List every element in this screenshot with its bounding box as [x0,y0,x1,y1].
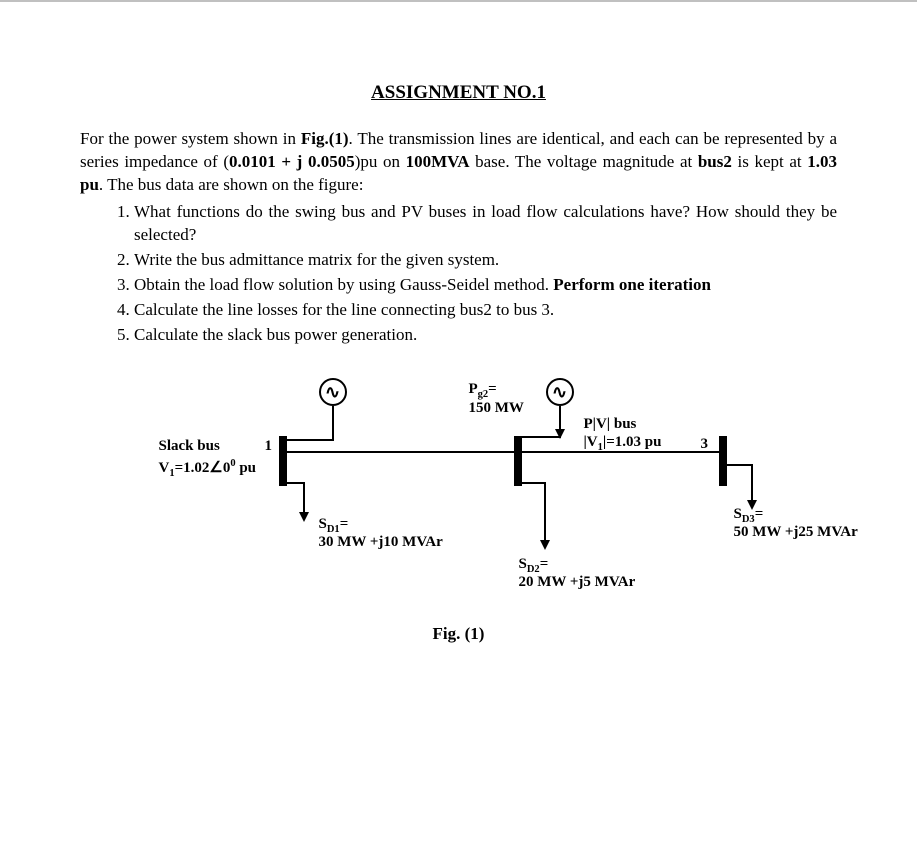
question-item: Calculate the slack bus power generation… [134,324,837,347]
bus1-number: 1 [265,438,273,455]
sd1-label: SD1= [319,516,349,535]
load1-arrow [299,512,309,522]
figure-1: ∿ ∿ Slack bus V1=1.02∠00 pu 1 Pg2= 150 M… [139,376,779,636]
question-item: Write the bus admittance matrix for the … [134,249,837,272]
sd2-value: 20 MW +j5 MVAr [519,574,636,591]
line-1-2 [287,451,514,453]
question-item: Calculate the line losses for the line c… [134,299,837,322]
question-item: Obtain the load flow solution by using G… [134,274,837,297]
figure-caption: Fig. (1) [139,624,779,644]
slack-bus-label: Slack bus [159,438,220,455]
generator-2-icon: ∿ [546,378,574,406]
load1-stem [303,484,305,514]
load1-conn [287,482,305,484]
sd2-label: SD2= [519,556,549,575]
assignment-title: ASSIGNMENT NO.1 [80,82,837,104]
v1-label: V1=1.02∠00 pu [159,458,257,479]
pv-bus-label: P|V| bus [584,416,637,433]
gen2-arrow [555,429,565,439]
question-item: What functions do the swing bus and PV b… [134,201,837,247]
intro-paragraph: For the power system shown in Fig.(1). T… [80,128,837,197]
busbar-2 [514,436,522,486]
v2-label: |V1|=1.03 pu [584,434,662,453]
load3-conn [727,464,753,466]
sd3-label: SD3= [734,506,764,525]
busbar-3 [719,436,727,486]
sd1-value: 30 MW +j10 MVAr [319,534,443,551]
load2-conn [522,482,546,484]
gen1-conn [287,439,334,441]
load2-arrow [540,540,550,550]
generator-1-icon: ∿ [319,378,347,406]
question-list: What functions do the swing bus and PV b… [80,201,837,347]
sd3-value: 50 MW +j25 MVAr [734,524,858,541]
load3-stem [751,466,753,502]
gen1-stem [332,406,334,441]
busbar-1 [279,436,287,486]
pg2-label: Pg2= [469,381,497,400]
pg2-value: 150 MW [469,400,524,417]
bus3-number: 3 [701,436,709,453]
load2-stem [544,484,546,542]
